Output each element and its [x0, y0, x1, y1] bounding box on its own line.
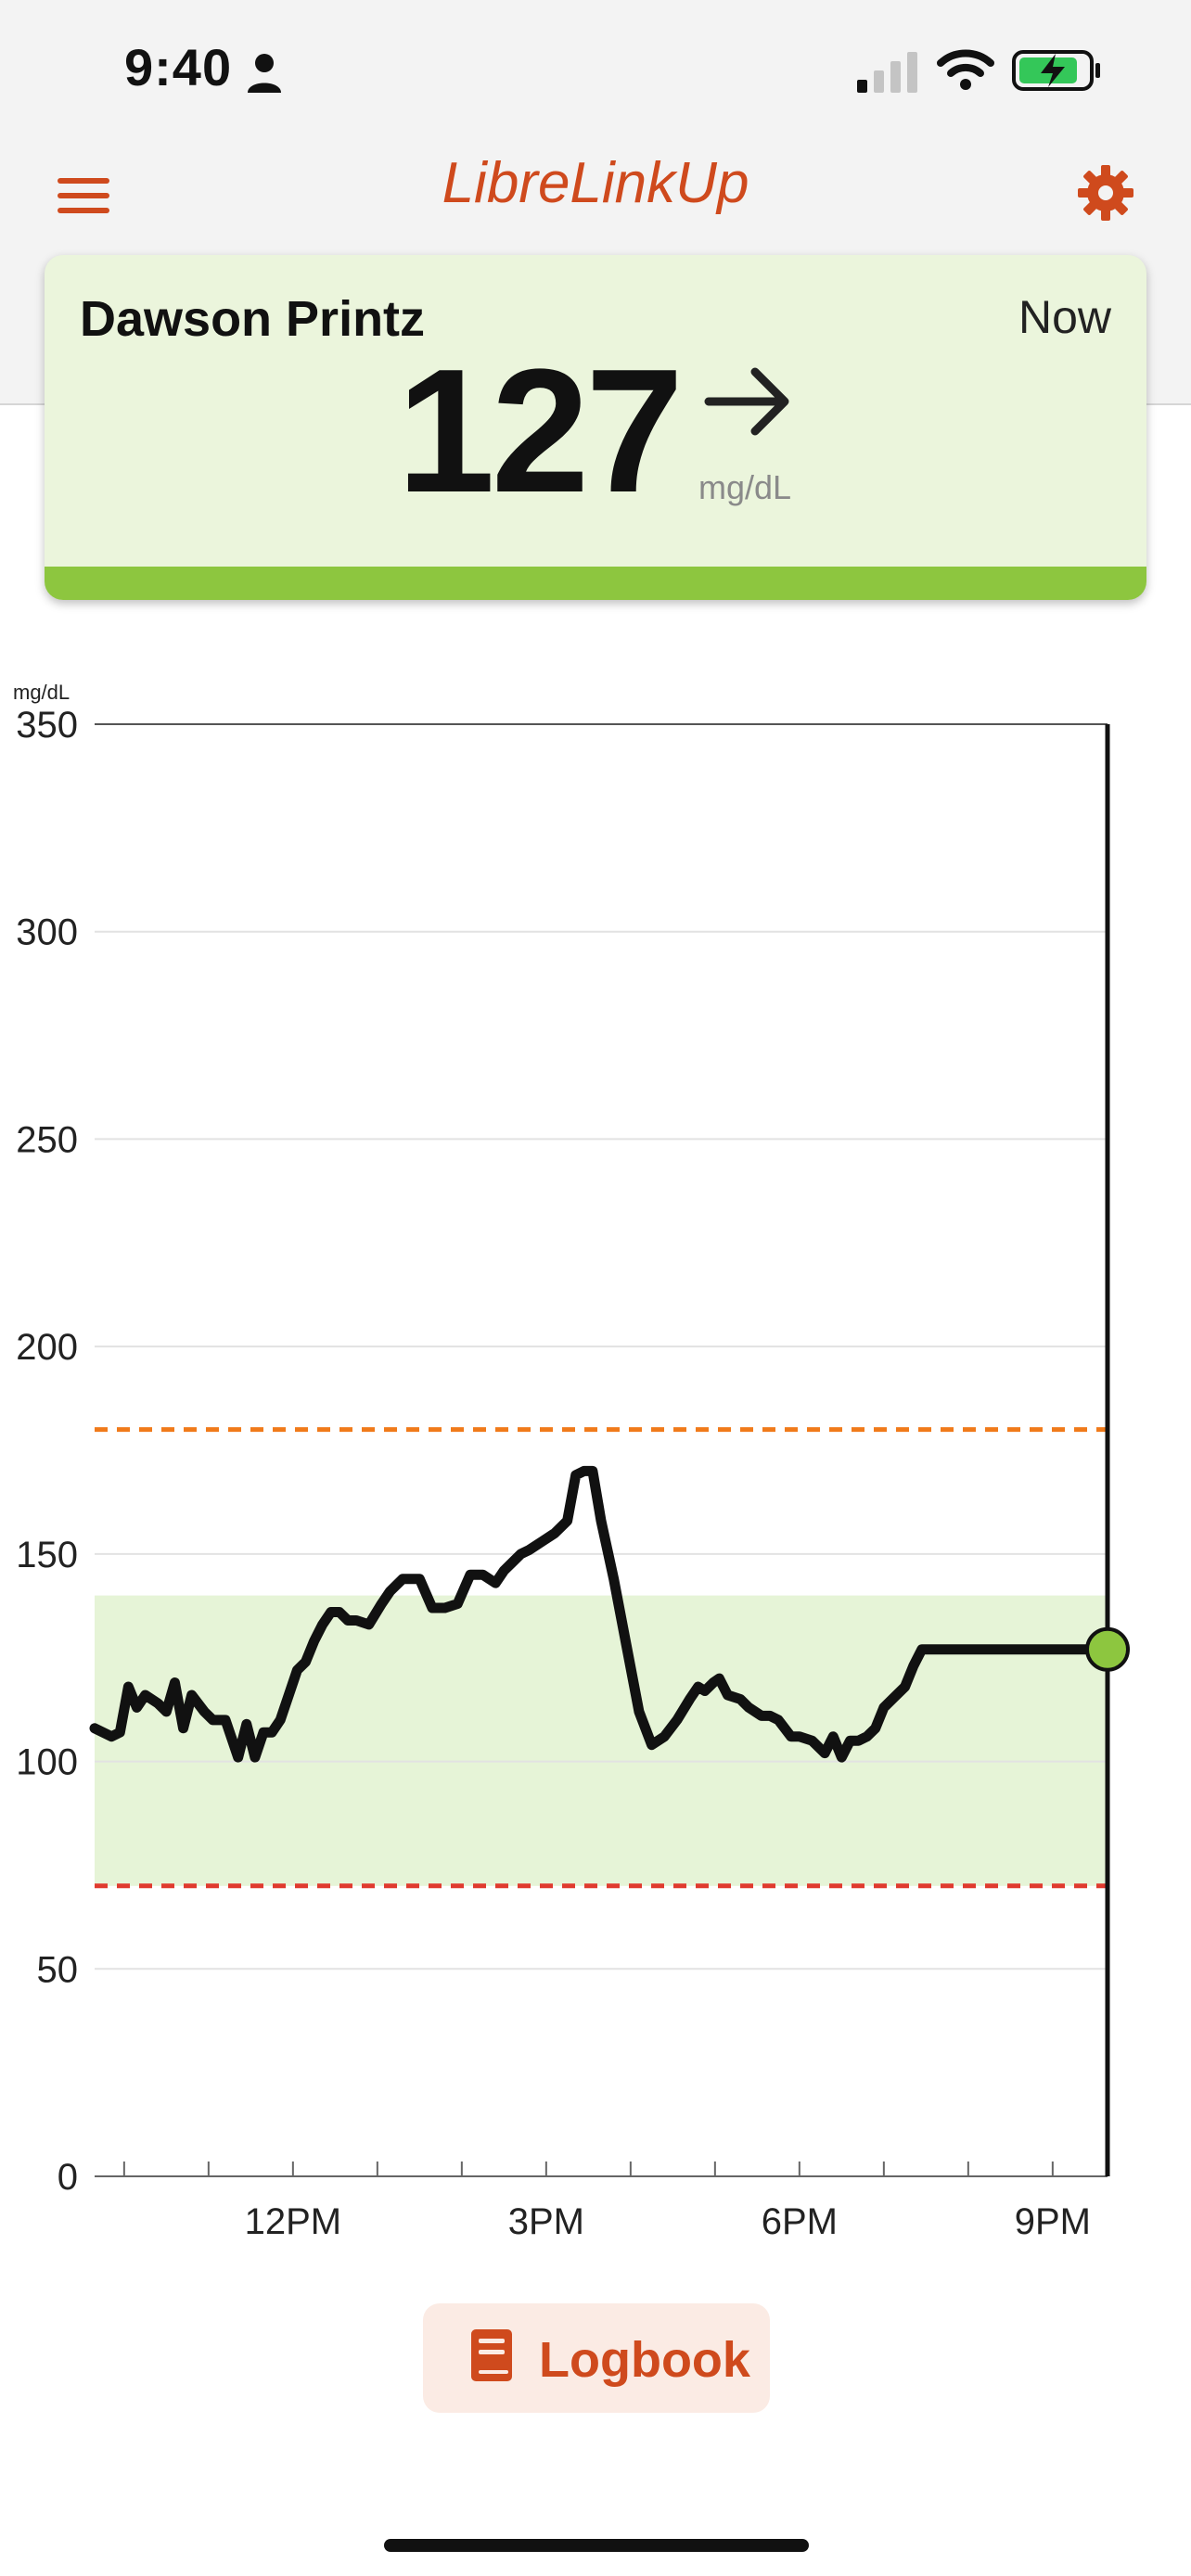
reading-time-label: Now [1018, 291, 1111, 343]
current-reading-point [1085, 1626, 1130, 1672]
status-color-bar [45, 567, 1146, 600]
battery-charging-icon [1012, 50, 1100, 91]
logbook-label: Logbook [539, 2332, 750, 2388]
book-icon [471, 2329, 512, 2381]
x-tick-label: 12PM [245, 2201, 342, 2242]
home-indicator[interactable] [384, 2539, 809, 2552]
y-tick-label: 350 [16, 705, 78, 746]
gear-icon[interactable] [1076, 163, 1135, 223]
y-tick-label: 200 [16, 1327, 78, 1368]
y-tick-label: 50 [37, 1949, 79, 1990]
y-tick-label: 150 [16, 1535, 78, 1575]
status-bar: 9:40 [0, 0, 1191, 139]
y-tick-label: 0 [58, 2157, 78, 2198]
patient-name: Dawson Printz [80, 291, 426, 347]
y-axis-unit-label: mg/dL [13, 681, 70, 704]
x-tick-label: 3PM [508, 2201, 584, 2242]
status-time: 9:40 [124, 38, 233, 96]
x-tick-label: 6PM [762, 2201, 838, 2242]
wifi-icon [937, 49, 994, 90]
y-tick-label: 100 [16, 1742, 78, 1783]
logbook-button[interactable]: Logbook [423, 2303, 770, 2413]
glucose-series-line [89, 1465, 1113, 1763]
cellular-signal-icon [857, 52, 917, 93]
app-title: LibreLinkUp [442, 151, 749, 215]
person-icon [248, 54, 281, 93]
reading-card[interactable]: Dawson Printz Now 127 mg/dL [45, 255, 1146, 600]
menu-icon[interactable] [54, 174, 113, 217]
y-tick-label: 250 [16, 1119, 78, 1160]
y-tick-label: 300 [16, 912, 78, 953]
glucose-unit: mg/dL [698, 468, 792, 506]
glucose-value: 127 [397, 333, 684, 529]
trend-arrow-right-icon [704, 367, 789, 436]
x-tick-label: 9PM [1015, 2201, 1091, 2242]
